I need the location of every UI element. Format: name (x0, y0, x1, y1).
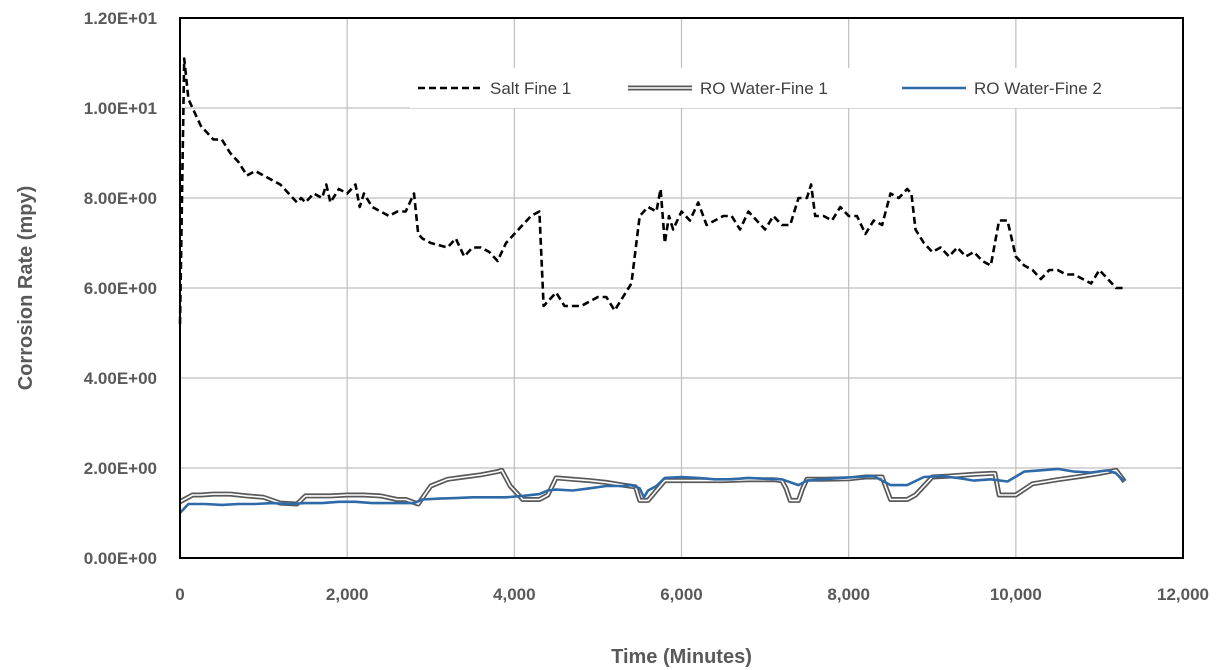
x-tick-label: 12,000 (1157, 585, 1209, 604)
legend-label: RO Water-Fine 2 (974, 79, 1102, 98)
y-axis-title: Corrosion Rate (mpy) (15, 186, 37, 390)
legend-label: RO Water-Fine 1 (700, 79, 828, 98)
legend-label: Salt Fine 1 (490, 79, 571, 98)
y-tick-label: 6.00E+00 (84, 279, 157, 298)
y-tick-label: 8.00E+00 (84, 189, 157, 208)
series-lines (178, 57, 1127, 514)
x-tick-label: 8,000 (827, 585, 870, 604)
x-tick-label: 6,000 (660, 585, 703, 604)
series-line-salt-fine-1 (178, 57, 1125, 325)
series-line-ro-water-fine-2 (179, 467, 1126, 514)
y-tick-label: 4.00E+00 (84, 369, 157, 388)
y-tick-label: 1.20E+01 (84, 9, 157, 28)
y-axis-ticks: 0.00E+00 2.00E+00 4.00E+00 6.00E+00 8.00E+00… (84, 9, 157, 568)
y-tick-label: 1.00E+01 (84, 99, 157, 118)
x-axis-ticks: 0 2,000 4,000 6,000 8,000 10,000 12,000 (175, 585, 1209, 604)
legend-background (410, 68, 1160, 108)
plot-frame (179, 17, 1184, 559)
x-tick-label: 2,000 (326, 585, 369, 604)
x-tick-label: 10,000 (990, 585, 1042, 604)
x-axis-title: Time (Minutes) (611, 646, 752, 668)
y-tick-label: 2.00E+00 (84, 459, 157, 478)
y-tick-label: 0.00E+00 (84, 549, 157, 568)
x-tick-label: 0 (175, 585, 184, 604)
x-tick-label: 4,000 (493, 585, 536, 604)
legend: Salt Fine 1 RO Water-Fine 1 RO Water-Fine … (410, 68, 1160, 108)
